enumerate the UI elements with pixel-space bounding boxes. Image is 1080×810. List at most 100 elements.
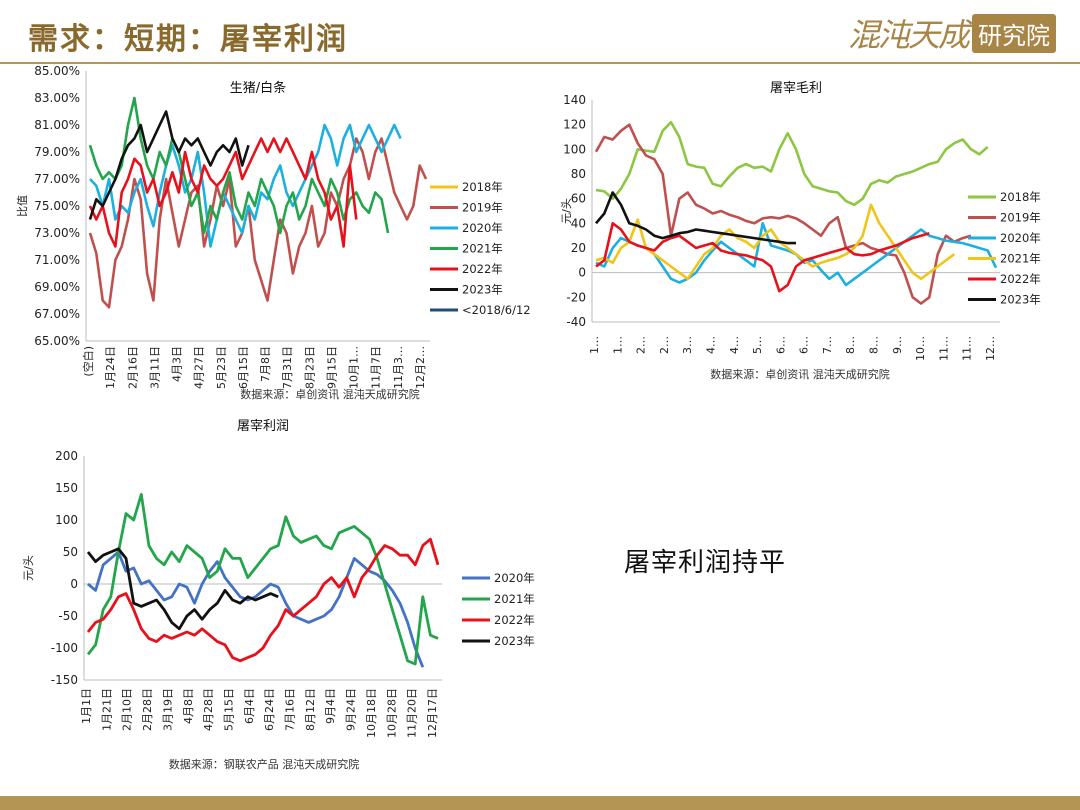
x-tick-label: 1月1日 [80, 688, 93, 724]
x-tick-label: 9月15日 [325, 346, 338, 389]
x-tick-label: 7月16日 [284, 688, 297, 731]
x-tick-label: (空白) [81, 346, 95, 377]
x-tick-label: 4… [704, 336, 717, 354]
y-tick-label: 67.00% [34, 307, 80, 321]
legend-label: 2023年 [1000, 293, 1041, 307]
series-line-2018年 [595, 120, 989, 207]
series-line-2021年 [86, 493, 439, 666]
chart-pig-carcass-ratio: 生猪/白条 65.00% 67.00% 69.00% 71.00% 73.00% 75.00… [0, 64, 540, 406]
legend-label: 2018年 [462, 180, 503, 194]
y-tick-label: 65.00% [34, 334, 80, 348]
x-tick-label: 11月20日 [406, 688, 419, 738]
x-tick-label: 7月31日 [281, 346, 294, 389]
x-tick-label: 2月16日 [126, 346, 139, 389]
x-tick-label: 10月28日 [385, 688, 398, 738]
y-tick-label: 75.00% [34, 199, 80, 213]
series-line-2022年 [595, 222, 930, 293]
chart-slaughter-gross-margin: 屠宰毛利 -40 -20 0 20 40 60 80 100 120 140 元/头 1… 1… 2… 2… 3… [540, 66, 1080, 396]
series-line-2022年 [88, 137, 358, 248]
x-tick-label: 6… [798, 336, 811, 354]
x-tick-label: 7月8日 [259, 346, 272, 382]
legend-label: 2021年 [462, 242, 503, 256]
x-tick-label: 3月19日 [161, 688, 174, 731]
chart-svg-3: 屠宰利润 -150 -100 -50 0 50 100 150 200 元/头 1月1日 1月21日 2… [22, 418, 535, 771]
x-tick-label: 5… [751, 336, 764, 354]
x-tick-label: 6月24日 [263, 688, 276, 731]
x-tick-label: 2… [635, 336, 648, 354]
chart-title: 生猪/白条 [230, 80, 286, 96]
series-line-2019年 [88, 137, 428, 309]
y-tick-label: 83.00% [34, 91, 80, 105]
legend-label: 2023年 [462, 283, 503, 297]
y-tick-label: 73.00% [34, 226, 80, 240]
x-tick-label: 3… [681, 336, 694, 354]
x-tick-label: 10月18日 [365, 688, 378, 738]
x-tick-label: 4月27日 [193, 346, 206, 389]
x-tick-label: 2月28日 [141, 688, 154, 731]
x-tick-label: 10… [914, 336, 927, 361]
legend-label: 2022年 [462, 262, 503, 276]
legend-label: 2018年 [1000, 190, 1041, 204]
data-source: 数据来源：钢联农产品 混沌天成研究院 [169, 757, 360, 771]
x-tick-label: 5月23日 [215, 346, 228, 389]
y-tick-label: 77.00% [34, 172, 80, 186]
series-line-2023年 [86, 547, 279, 631]
x-tick-label: 9… [891, 336, 904, 354]
x-tick-label: 2… [658, 336, 671, 354]
x-tick-label: 1… [588, 336, 601, 354]
legend-label: 2020年 [462, 221, 503, 235]
x-tick-label: 11月3… [392, 346, 405, 389]
bottom-bar [0, 796, 1080, 810]
series-line-2023年 [595, 191, 796, 245]
y-tick-label: 80 [571, 167, 586, 181]
y-tick-label: 20 [571, 241, 586, 255]
y-tick-label: 60 [571, 192, 586, 206]
y-tick-label: 0 [578, 266, 586, 280]
x-tick-label: 9月4日 [324, 688, 337, 724]
y-tick-label: 140 [563, 93, 586, 107]
data-source: 数据来源：卓创资讯 混沌天成研究院 [710, 367, 890, 381]
x-tick-label: 12… [984, 336, 997, 361]
header-divider [0, 62, 1080, 64]
y-axis-label: 元/头 [560, 198, 573, 224]
legend-label: 2021年 [494, 592, 535, 606]
legend-label: 2021年 [1000, 252, 1041, 266]
x-tick-label: 1月21日 [100, 688, 113, 731]
x-tick-label: 1… [611, 336, 624, 354]
y-tick-label: 50 [63, 545, 78, 559]
x-tick-label: 7… [821, 336, 834, 354]
y-tick-label: 69.00% [34, 280, 80, 294]
series-line-2022年 [86, 537, 440, 663]
y-tick-label: 120 [563, 118, 586, 132]
x-tick-label: 3月11日 [148, 346, 161, 389]
x-tick-label: 6月15日 [237, 346, 250, 389]
series-line-2023年 [88, 110, 250, 220]
chart-slaughter-profit: 屠宰利润 -150 -100 -50 0 50 100 150 200 元/头 1月1日 1月21日 2… [0, 408, 560, 788]
y-tick-label: -150 [51, 673, 78, 687]
x-tick-label: 4月28日 [202, 688, 215, 731]
x-tick-label: 4月8日 [182, 688, 195, 724]
x-tick-label: 11… [961, 336, 974, 361]
chart-title: 屠宰利润 [237, 418, 289, 434]
x-tick-label: 11… [937, 336, 950, 361]
x-tick-label: 8… [868, 336, 881, 354]
y-tick-label: -50 [58, 609, 78, 623]
x-tick-label: 9月24日 [345, 688, 358, 731]
x-tick-label: 6月4日 [243, 688, 256, 724]
legend-label: 2023年 [494, 634, 535, 648]
logo: 混沌天成 研究院 [848, 13, 1056, 54]
series-line-2019年 [594, 123, 972, 305]
x-tick-label: 12月17日 [426, 688, 439, 738]
y-tick-label: 100 [55, 513, 78, 527]
y-tick-label: -100 [51, 641, 78, 655]
y-tick-label: 150 [55, 481, 78, 495]
x-tick-label: 4… [728, 336, 741, 354]
x-tick-label: 8月12日 [304, 688, 317, 731]
legend-label: 2019年 [1000, 211, 1041, 225]
legend-label: <2018/6/12 [462, 303, 531, 317]
series-line-2021年 [88, 96, 390, 235]
summary-note: 屠宰利润持平 [624, 548, 787, 578]
x-tick-label: 6… [774, 336, 787, 354]
x-tick-label: 10月1… [348, 346, 361, 389]
page-title: 需求：短期：屠宰利润 [28, 22, 348, 57]
